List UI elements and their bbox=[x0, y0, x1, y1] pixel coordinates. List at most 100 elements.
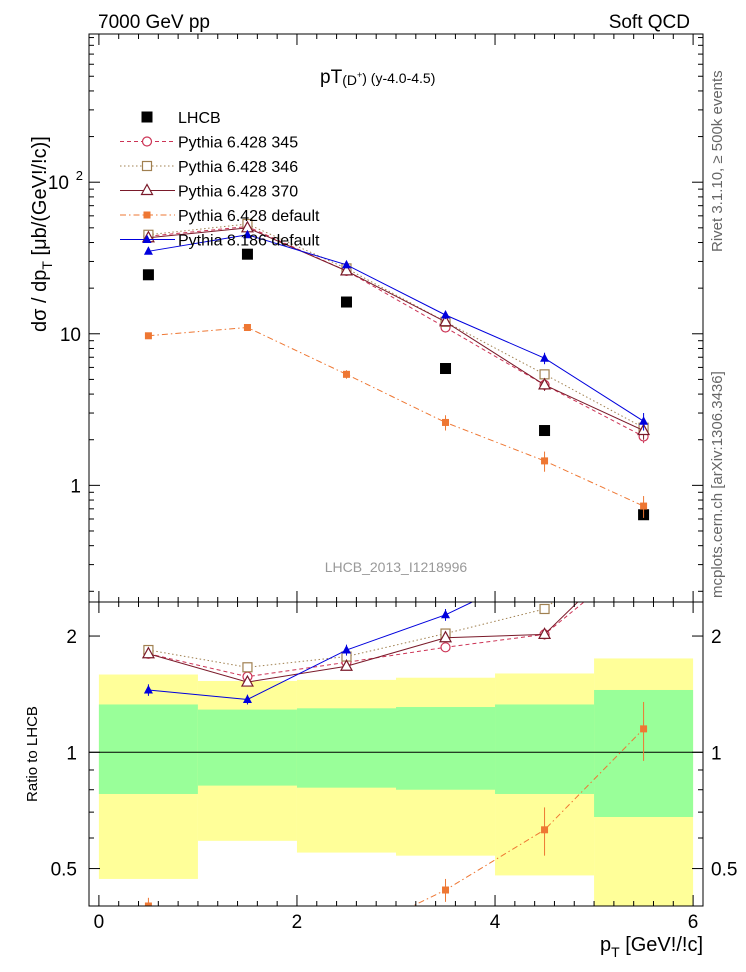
ratio-point bbox=[639, 549, 648, 558]
ratio-point bbox=[339, 659, 353, 671]
ratio-point bbox=[242, 694, 252, 704]
legend-marker bbox=[140, 183, 154, 196]
data-point bbox=[440, 363, 452, 375]
data-point bbox=[539, 369, 550, 380]
ratio-y-axis-label: Ratio to LHCB bbox=[24, 706, 41, 802]
data-point bbox=[143, 246, 153, 255]
ratio-axis-ticks bbox=[89, 602, 703, 907]
main-y-tick-label-exponent: 2 bbox=[76, 168, 83, 183]
legend-marker bbox=[142, 234, 152, 243]
legend-marker bbox=[141, 160, 153, 172]
data-point bbox=[639, 416, 649, 425]
legend-label: Pythia 6.428 346 bbox=[178, 159, 298, 176]
x-tick-label: 0 bbox=[94, 912, 105, 933]
ratio-y-tick-label-right: 1 bbox=[711, 743, 722, 764]
legend-marker bbox=[141, 136, 153, 147]
legend-entry-pythia-6-428-345: Pythia 6.428 345 bbox=[120, 135, 298, 152]
data-point bbox=[439, 314, 453, 327]
series-line bbox=[148, 226, 644, 437]
rivet-label: Rivet 3.1.10, ≥ 500k events bbox=[709, 70, 726, 252]
ratio-point bbox=[439, 630, 453, 643]
series-pythia-6-428-346 bbox=[143, 218, 649, 434]
main-y-tick-label: 1 bbox=[70, 476, 81, 497]
data-point bbox=[441, 310, 451, 319]
ratio-point bbox=[240, 674, 254, 687]
ratio-series-pythia-6-428-370 bbox=[141, 532, 649, 687]
ratio-point bbox=[640, 725, 648, 733]
ratio-series-pythia-6-428-default bbox=[144, 701, 648, 942]
ratio-point bbox=[244, 935, 251, 942]
header-right: Soft QCD bbox=[609, 12, 690, 33]
legend-label: Pythia 6.428 345 bbox=[178, 135, 298, 152]
ratio-point bbox=[539, 603, 550, 615]
legend: LHCB Pythia 6.428 345 Pythia 6.428 346 Pyth… bbox=[120, 110, 320, 250]
legend-marker bbox=[141, 111, 153, 123]
legend-label: LHCB bbox=[178, 110, 221, 127]
x-axis-label: pT [GeV!/!c] bbox=[600, 934, 703, 960]
series-line bbox=[148, 227, 644, 431]
legend-entry-pythia-6-428-370: Pythia 6.428 370 bbox=[120, 183, 298, 201]
inner-band-segment bbox=[296, 708, 396, 788]
legend-entry-lhcb: LHCB bbox=[141, 110, 221, 127]
main-y-axis-label: dσ / dpT [μb/(GeV!/!c)] bbox=[29, 136, 55, 332]
legend-entry-pythia-8-186-default: Pythia 8.186 default bbox=[120, 233, 320, 250]
ratio-data-series bbox=[141, 526, 649, 942]
data-point bbox=[241, 248, 253, 260]
inner-band-segment bbox=[495, 704, 595, 794]
data-point bbox=[538, 377, 552, 390]
inner-band-segment bbox=[396, 707, 496, 790]
main-y-tick-labels: 1 10 10 2 bbox=[48, 168, 83, 497]
main-plot-panel: 1 10 10 2 LHCB_2013_I1218996 pT(D+) (y-4.0-… bbox=[29, 33, 704, 603]
data-point bbox=[243, 324, 251, 332]
legend-marker bbox=[143, 211, 151, 219]
ratio-point bbox=[639, 526, 648, 535]
ratio-point bbox=[540, 562, 549, 571]
ratio-point bbox=[242, 662, 253, 673]
analysis-watermark: LHCB_2013_I1218996 bbox=[325, 559, 468, 575]
ratio-point bbox=[341, 645, 351, 654]
x-tick-label: 4 bbox=[490, 912, 501, 933]
series-pythia-6-428-370 bbox=[141, 220, 651, 440]
ratio-series-pythia-8-186-default bbox=[143, 562, 549, 705]
legend-entry-pythia-6-428-default: Pythia 6.428 default bbox=[120, 208, 320, 225]
data-point bbox=[339, 263, 353, 276]
ratio-y-tick-label-right: 0.5 bbox=[711, 860, 737, 881]
ratio-line bbox=[148, 602, 585, 678]
data-point bbox=[541, 457, 549, 465]
legend-label: Pythia 6.428 370 bbox=[178, 184, 298, 201]
data-point bbox=[539, 425, 551, 437]
data-point bbox=[341, 259, 351, 269]
inner-band-segment bbox=[197, 709, 297, 786]
reference-label: mcplots.cern.ch [arXiv:1306.3436] bbox=[709, 371, 726, 598]
legend-entry-pythia-6-428-346: Pythia 6.428 346 bbox=[120, 159, 298, 176]
legend-label: Pythia 8.186 default bbox=[178, 233, 320, 250]
plot-title: pT(D+) (y-4.0-4.5) bbox=[320, 67, 435, 88]
series-pythia-6-428-345 bbox=[143, 221, 649, 444]
main-data-series bbox=[141, 218, 651, 521]
ratio-point bbox=[638, 532, 649, 542]
series-line bbox=[148, 326, 644, 507]
ratio-point bbox=[441, 609, 451, 619]
x-tick-label: 6 bbox=[688, 912, 699, 933]
legend-label: Pythia 6.428 default bbox=[178, 208, 320, 225]
ratio-point bbox=[538, 627, 552, 639]
series-pythia-6-428-default bbox=[144, 324, 648, 518]
ratio-uncertainty-bands bbox=[98, 658, 694, 906]
header-left: 7000 GeV pp bbox=[98, 12, 210, 33]
ratio-point bbox=[143, 684, 153, 694]
ratio-y-tick-label: 2 bbox=[66, 627, 77, 648]
main-axis-ticks bbox=[89, 34, 703, 602]
ratio-y-tick-label: 1 bbox=[66, 743, 77, 764]
series-line bbox=[148, 223, 644, 429]
ratio-plot-panel: 0.5 0.5 1 1 2 2 0 2 4 6 Ratio to LHCB pT [GeV!/!c… bbox=[24, 526, 737, 960]
series-pythia-8-186-default bbox=[143, 229, 649, 431]
data-point bbox=[540, 353, 550, 362]
main-y-tick-label: 10 bbox=[60, 325, 81, 346]
main-y-tick-label: 10 bbox=[48, 173, 69, 194]
ratio-point bbox=[440, 642, 451, 653]
ratio-point bbox=[541, 826, 549, 834]
ratio-point bbox=[442, 886, 450, 894]
data-point bbox=[640, 502, 648, 510]
data-point bbox=[442, 418, 450, 426]
